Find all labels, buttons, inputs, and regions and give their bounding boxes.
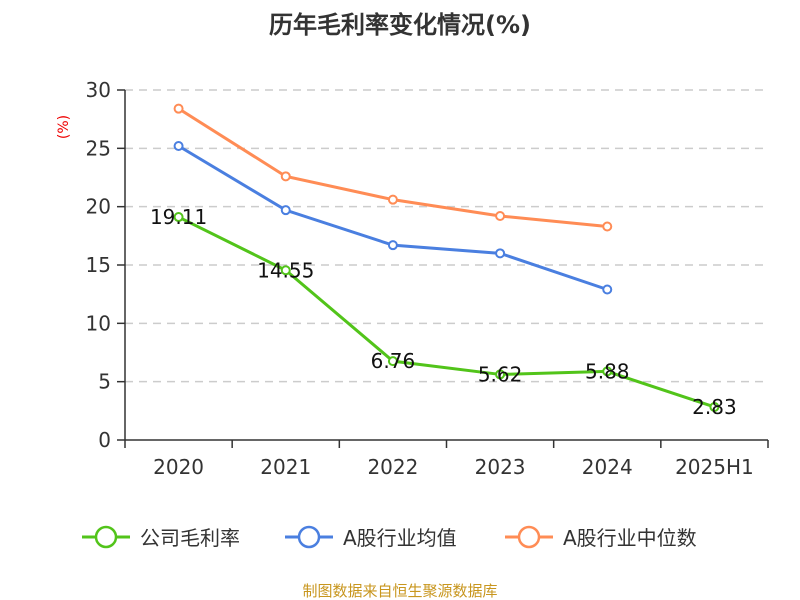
data-point xyxy=(173,141,184,151)
data-label: 5.62 xyxy=(478,362,523,386)
data-point xyxy=(387,240,398,251)
data-point xyxy=(495,248,506,259)
data-point xyxy=(495,369,506,380)
series-line xyxy=(177,215,715,409)
x-tick-label: 2020 xyxy=(153,455,204,479)
data-point xyxy=(280,265,291,276)
y-tick-label: 25 xyxy=(86,136,111,160)
legend-label: 公司毛利率 xyxy=(140,526,240,550)
data-point xyxy=(602,284,613,295)
legend-marker-icon xyxy=(94,525,118,549)
y-axis-label: (%) xyxy=(56,115,72,139)
data-label: 6.76 xyxy=(371,349,416,373)
chart-title: 历年毛利率变化情况(%) xyxy=(269,11,531,39)
data-point xyxy=(280,205,291,216)
y-tick-label: 20 xyxy=(86,195,111,219)
source-note: 制图数据来自恒生聚源数据库 xyxy=(302,582,497,600)
legend-marker-icon xyxy=(297,525,321,549)
y-tick-label: 5 xyxy=(98,370,111,394)
data-point xyxy=(602,366,613,377)
data-point xyxy=(387,356,398,367)
x-tick-label: 2024 xyxy=(582,455,633,479)
y-tick-label: 15 xyxy=(86,253,111,277)
x-tick-label: 2021 xyxy=(260,455,311,479)
series-line xyxy=(177,107,608,228)
data-point xyxy=(173,212,184,223)
y-tick-label: 10 xyxy=(86,311,111,335)
x-tick-label: 2023 xyxy=(475,455,526,479)
legend-label: A股行业均值 xyxy=(343,526,457,550)
data-label: 19.11 xyxy=(150,205,207,229)
series-line xyxy=(177,144,608,291)
data-point xyxy=(173,103,184,114)
legend-marker-icon xyxy=(517,525,541,549)
data-point xyxy=(280,171,291,182)
data-point xyxy=(709,401,720,412)
data-label: 5.88 xyxy=(585,359,630,383)
y-tick-label: 0 xyxy=(98,428,111,452)
legend-item: A股行业中位数 xyxy=(505,525,697,550)
legend-item: 公司毛利率 xyxy=(82,525,240,550)
data-point xyxy=(602,221,613,232)
legend-item: A股行业均值 xyxy=(285,525,457,550)
y-tick-label: 30 xyxy=(86,78,111,102)
data-point xyxy=(387,194,398,205)
x-tick-label: 2022 xyxy=(367,455,418,479)
legend-label: A股行业中位数 xyxy=(563,526,697,550)
x-tick-label: 2025H1 xyxy=(675,455,754,479)
data-label: 2.83 xyxy=(692,395,737,419)
data-point xyxy=(495,211,506,221)
data-label: 14.55 xyxy=(257,258,314,282)
